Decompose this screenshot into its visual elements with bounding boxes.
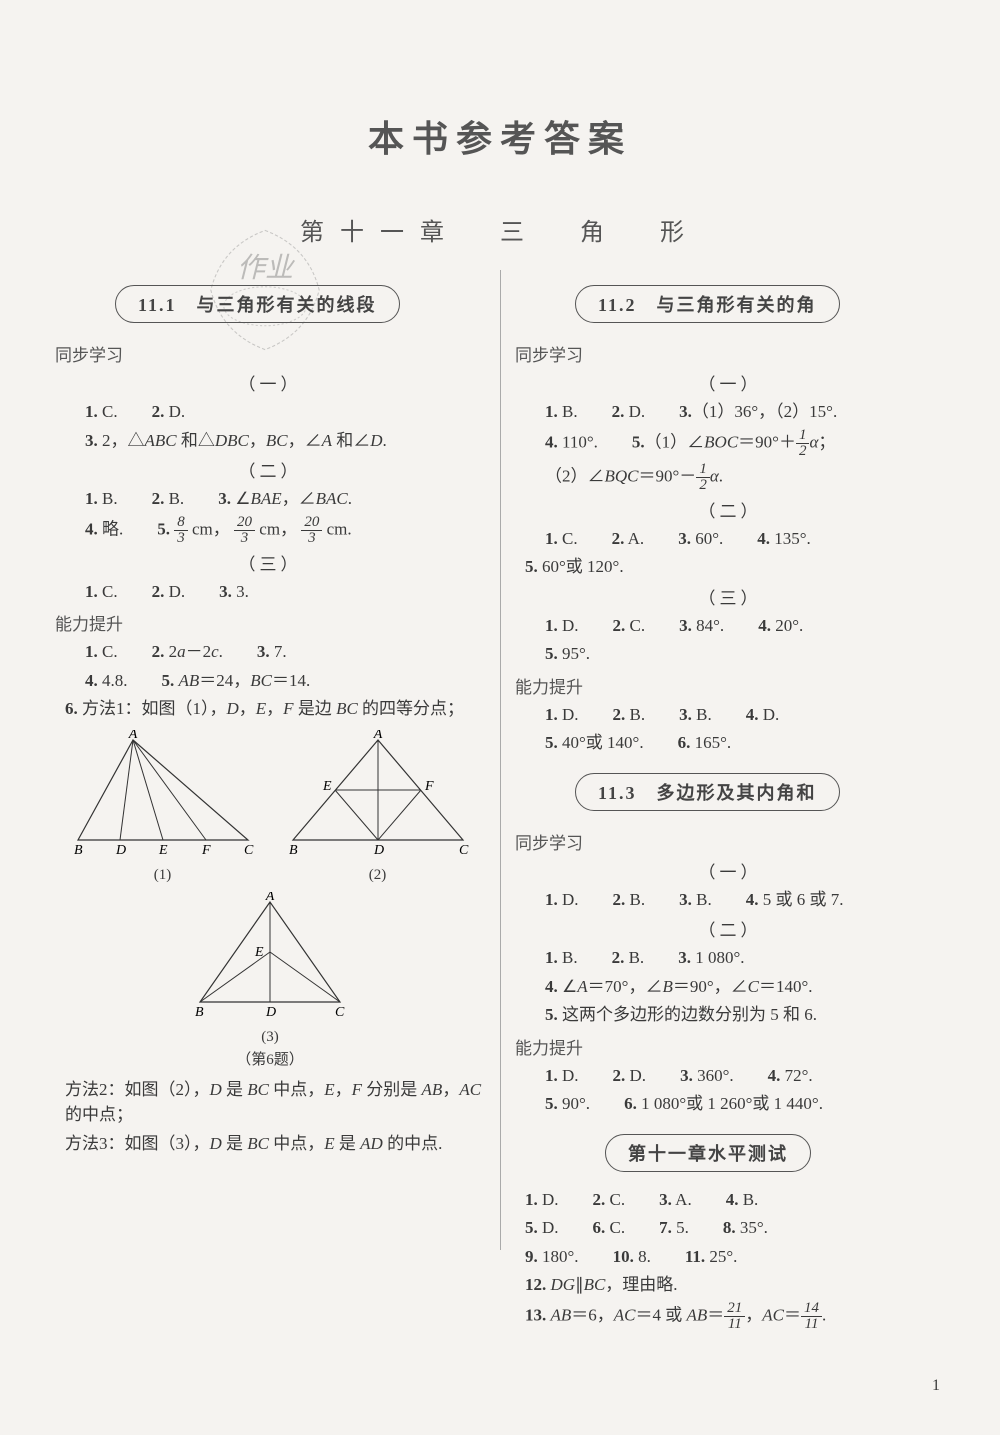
- answer-line: 6. 方法1：如图（1），D，E，F 是边 BC 的四等分点；: [65, 696, 485, 722]
- figure-row-1: A B D E F C (1) A E F: [55, 730, 485, 884]
- answer-line: 1. B. 2. B. 3. 1 080°.: [545, 945, 945, 971]
- figure-3-caption: (3): [185, 1029, 355, 1046]
- ability-heading: 能力提升: [55, 610, 485, 635]
- sync-heading: 同步学习: [55, 341, 485, 366]
- answer-line: 1. D. 2. D. 3. 360°. 4. 72°.: [545, 1063, 945, 1089]
- section-heading-11-2: 11.2 与三角形有关的角: [575, 285, 840, 323]
- answer-line: 方法2：如图（2），D 是 BC 中点，E，F 分别是 AB，AC 的中点；: [65, 1077, 485, 1128]
- svg-text:C: C: [459, 843, 469, 858]
- svg-text:E: E: [322, 779, 332, 794]
- svg-text:D: D: [265, 1005, 276, 1020]
- part-1: （一）: [55, 370, 485, 395]
- ability-heading: 能力提升: [515, 1034, 945, 1059]
- answer-line: （2）∠BQC＝90°－12α.: [545, 462, 945, 493]
- svg-text:C: C: [244, 843, 254, 858]
- answer-line: 5. D. 6. C. 7. 5. 8. 35°.: [525, 1215, 945, 1241]
- chapter-title: 第十一章 三 角 形: [55, 212, 945, 247]
- figure-2: A E F B D C: [283, 730, 473, 860]
- page-number: 1: [932, 1377, 940, 1395]
- svg-text:F: F: [424, 779, 434, 794]
- answer-line: 方法3：如图（3），D 是 BC 中点，E 是 AD 的中点.: [65, 1131, 485, 1157]
- answer-line: 13. AB＝6，AC＝4 或 AB＝2111，AC＝1411.: [525, 1301, 945, 1332]
- sync-heading: 同步学习: [515, 829, 945, 854]
- part-2b: （二）: [515, 916, 945, 941]
- svg-text:A: A: [372, 730, 382, 742]
- chapter-test-heading: 第十一章水平测试: [605, 1134, 811, 1172]
- svg-text:A: A: [127, 730, 137, 742]
- answer-line: 9. 180°. 10. 8. 11. 25°.: [525, 1244, 945, 1270]
- answer-line: 4. 4.8. 5. AB＝24，BC＝14.: [85, 668, 485, 694]
- svg-text:D: D: [115, 843, 126, 858]
- answer-line: 12. DG∥BC，理由略.: [525, 1272, 945, 1298]
- figure-1-caption: (1): [68, 867, 258, 884]
- answer-line: 1. B. 2. B. 3. ∠BAE，∠BAC.: [85, 486, 485, 512]
- figure-3: A E B D C: [185, 892, 355, 1022]
- left-column: 11.1 与三角形有关的线段 同步学习 （一） 1. C. 2. D. 3. 2…: [55, 277, 485, 1335]
- section-heading-11-3: 11.3 多边形及其内角和: [575, 773, 840, 811]
- answer-line: 5. 60°或 120°.: [525, 554, 945, 580]
- figure-3-subcaption: （第6题）: [185, 1048, 355, 1069]
- answer-line: 1. D. 2. B. 3. B. 4. 5 或 6 或 7.: [545, 887, 945, 913]
- svg-text:B: B: [195, 1005, 204, 1020]
- part-2: （二）: [55, 457, 485, 482]
- figure-row-2: A E B D C (3) （第6题）: [55, 892, 485, 1069]
- svg-text:B: B: [289, 843, 298, 858]
- part-3: （三）: [515, 584, 945, 609]
- answer-line: 4. 110°. 5.（1）∠BOC＝90°＋12α；: [545, 428, 945, 459]
- answer-line: 4. ∠A＝70°，∠B＝90°，∠C＝140°.: [545, 974, 945, 1000]
- svg-text:A: A: [265, 892, 275, 904]
- figure-2-caption: (2): [283, 867, 473, 884]
- sync-heading: 同步学习: [515, 341, 945, 366]
- answer-line: 1. D. 2. C. 3. A. 4. B.: [525, 1187, 945, 1213]
- answer-line: 1. C. 2. D.: [85, 399, 485, 425]
- ability-heading: 能力提升: [515, 673, 945, 698]
- right-column: 11.2 与三角形有关的角 同步学习 （一） 1. B. 2. D. 3.（1）…: [515, 277, 945, 1335]
- column-divider: [500, 270, 501, 1250]
- svg-text:D: D: [373, 843, 384, 858]
- part-1b: （一）: [515, 858, 945, 883]
- section-heading-11-1: 11.1 与三角形有关的线段: [115, 285, 400, 323]
- svg-text:C: C: [335, 1005, 345, 1020]
- answer-line: 1. D. 2. C. 3. 84°. 4. 20°.: [545, 613, 945, 639]
- answer-line: 4. 略. 5. 83 cm， 203 cm， 203 cm.: [85, 515, 485, 546]
- answer-line: 5. 90°. 6. 1 080°或 1 260°或 1 440°.: [545, 1091, 945, 1117]
- answer-line: 1. C. 2. A. 3. 60°. 4. 135°.: [545, 526, 945, 552]
- answer-line: 3. 2，△ABC 和△DBC，BC，∠A 和∠D.: [85, 428, 485, 454]
- svg-text:F: F: [201, 843, 211, 858]
- part-3: （三）: [55, 550, 485, 575]
- figure-1: A B D E F C: [68, 730, 258, 860]
- answer-line: 1. C. 2. D. 3. 3.: [85, 579, 485, 605]
- part-2: （二）: [515, 497, 945, 522]
- answer-line: 1. B. 2. D. 3.（1）36°，（2）15°.: [545, 399, 945, 425]
- answer-line: 1. D. 2. B. 3. B. 4. D.: [545, 702, 945, 728]
- svg-text:E: E: [254, 945, 264, 960]
- svg-text:B: B: [74, 843, 83, 858]
- answer-line: 5. 这两个多边形的边数分别为 5 和 6.: [545, 1002, 945, 1028]
- answer-line: 1. C. 2. 2a－2c. 3. 7.: [85, 639, 485, 665]
- page-title: 本书参考答案: [55, 110, 945, 162]
- svg-text:E: E: [158, 843, 168, 858]
- answer-line: 5. 40°或 140°. 6. 165°.: [545, 730, 945, 756]
- answer-line: 5. 95°.: [545, 641, 945, 667]
- part-1: （一）: [515, 370, 945, 395]
